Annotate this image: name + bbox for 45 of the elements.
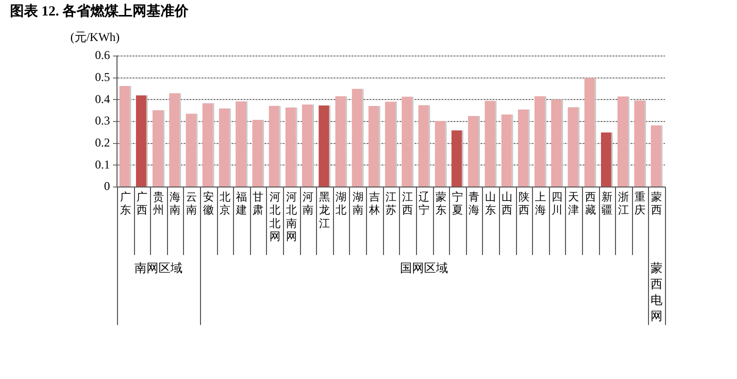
x-tick-label: 蒙西 bbox=[651, 190, 662, 217]
x-tick-label: 湖北 bbox=[336, 191, 347, 217]
y-tick-label: 0.4 bbox=[95, 92, 110, 106]
y-axis-title: (元/KWh) bbox=[70, 30, 120, 44]
x-tick-label: 云南 bbox=[186, 191, 198, 217]
x-tick-label: 西藏 bbox=[584, 191, 596, 217]
x-tick-label: 北京 bbox=[219, 190, 230, 217]
chart-title: 图表 12. 各省燃煤上网基准价 bbox=[10, 4, 190, 20]
x-tick-label: 江西 bbox=[402, 191, 414, 217]
x-tick-label: 贵州 bbox=[153, 190, 164, 217]
text: 南网区域 bbox=[134, 261, 183, 276]
x-tick-label: 甘肃 bbox=[252, 190, 264, 217]
x-tick-label: 吉林 bbox=[368, 190, 380, 217]
x-tick-label: 江苏 bbox=[386, 191, 396, 217]
text: 国网区域 bbox=[400, 261, 448, 276]
x-tick-label: 福建 bbox=[235, 190, 248, 217]
x-tick-label: 河北南网 bbox=[286, 191, 297, 244]
y-tick-label: 0.2 bbox=[95, 135, 110, 150]
x-tick-label: 重庆 bbox=[634, 190, 646, 217]
x-tick-label: 蒙东 bbox=[435, 190, 446, 217]
x-tick-label: 安徽 bbox=[202, 190, 214, 217]
x-tick-label: 上海 bbox=[534, 190, 546, 217]
y-tick-label: 0 bbox=[104, 179, 110, 194]
x-tick-label: 河北北网 bbox=[269, 191, 280, 244]
x-tick-label: 海南 bbox=[170, 191, 181, 217]
x-tick-label: 黑龙江 bbox=[319, 191, 330, 230]
x-tick-label: 广东 bbox=[120, 190, 131, 217]
y-tick-label: 0.6 bbox=[95, 48, 110, 62]
x-tick-label: 天津 bbox=[568, 191, 580, 217]
x-tick-label: 青海 bbox=[468, 190, 480, 217]
x-tick-label: 山西 bbox=[502, 190, 513, 217]
y-tick-label: 0.1 bbox=[95, 157, 110, 172]
y-tick-label: 0.5 bbox=[95, 70, 110, 84]
x-tick-label: 陕西 bbox=[518, 191, 530, 217]
x-tick-label: 宁夏 bbox=[452, 190, 463, 217]
x-tick-label: 浙江 bbox=[618, 190, 629, 217]
text: 蒙西电网 bbox=[650, 261, 663, 324]
x-tick-label: 山东 bbox=[485, 190, 496, 217]
y-tick-label: 0.3 bbox=[95, 114, 110, 128]
x-tick-label: 四川 bbox=[552, 191, 563, 217]
x-tick-label: 湖南 bbox=[352, 191, 364, 217]
x-tick-label: 辽宁 bbox=[418, 191, 430, 217]
x-tick-label: 河南 bbox=[302, 191, 314, 217]
x-tick-label: 新疆 bbox=[601, 190, 612, 217]
x-tick-label: 广西 bbox=[136, 190, 148, 217]
